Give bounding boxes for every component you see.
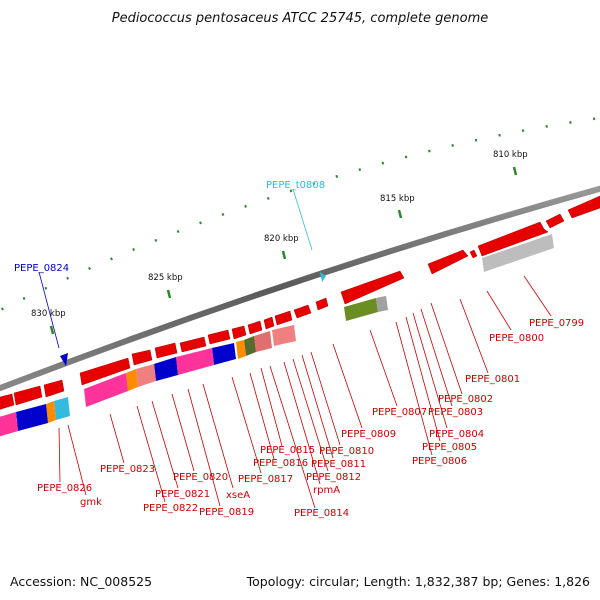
gene-arrow [477,221,549,257]
scale-ticks [0,116,600,312]
trna-label: PEPE_t0808 [266,180,325,191]
major-ticks [49,166,518,335]
gene-label: PEPE_0809 [341,429,396,440]
blue-leader [38,271,60,349]
gene-label: PEPE_0805 [422,442,477,453]
gene-label: PEPE_0821 [155,489,210,500]
gene-label: PEPE_0807 [372,407,427,418]
gene-label: PEPE_0811 [311,459,366,470]
gene-label: gmk [80,497,102,508]
gene-arrow [315,297,329,311]
gene-arrow [263,316,275,330]
gene-arrow [231,325,247,340]
gene-label: rpmA [313,485,340,496]
trna-leader [292,188,313,251]
scale-labels: 810 kbp 815 kbp 820 kbp 825 kbp 830 kbp [31,150,528,319]
gene-arrow [469,249,478,259]
gene-arrow [427,249,469,275]
genome-stats-text: Topology: circular; Length: 1,832,387 bp… [246,574,590,589]
forward-genes [0,195,600,410]
scale-label: 825 kbp [148,273,183,283]
gene-labels: PEPE_0799 PEPE_0800 PEPE_0801 PEPE_0802 … [37,318,584,519]
genome-backbone [0,185,600,392]
gene-label: PEPE_0800 [489,333,544,344]
gene-label: PEPE_0806 [412,456,467,467]
gene-arrow [293,304,312,319]
scale-label: 830 kbp [31,309,66,319]
gene-label: PEPE_0820 [173,472,228,483]
gene-label: PEPE_0817 [238,474,293,485]
gene-arrow [43,379,65,398]
gene-arrow [131,349,153,366]
gene-label: PEPE_0814 [294,508,349,519]
gene-label: PEPE_0812 [306,472,361,483]
gene-label: PEPE_0799 [529,318,584,329]
scale-label: 815 kbp [380,194,415,204]
gene-label: PEPE_0819 [199,507,254,518]
blue-gene-marker [60,353,68,366]
gene-arrow [247,320,263,335]
gene-label: PEPE_0816 [253,458,308,469]
gene-arrow [545,213,565,229]
gene-arrow [207,329,231,345]
blue-gene-label: PEPE_0824 [14,263,69,274]
gene-arrow [0,393,15,410]
gene-label: PEPE_0802 [438,394,493,405]
gene-label: xseA [226,490,250,501]
gene-arrow [340,270,405,305]
gene-arrow [79,357,131,386]
map-title: Pediococcus pentosaceus ATCC 25745, comp… [112,11,489,26]
gene-arrow [274,310,293,326]
scale-label: 810 kbp [493,150,528,160]
gene-label: PEPE_0803 [428,407,483,418]
leader-lines [58,275,552,509]
scale-label: 820 kbp [264,234,299,244]
gene-label: PEPE_0822 [143,503,198,514]
gene-arrow [13,385,43,406]
gene-arrow [567,195,600,219]
gene-arrow [154,342,178,359]
gene-label: PEPE_0815 [260,445,315,456]
accession-text: Accession: NC_008525 [10,574,152,589]
gene-label: PEPE_0826 [37,483,92,494]
second-lane [0,234,554,437]
gene-label: PEPE_0810 [319,446,374,457]
gene-arrow [179,336,207,353]
gene-label: PEPE_0801 [465,374,520,385]
trna-marker [320,272,326,282]
gene-label: PEPE_0804 [429,429,484,440]
gene-label: PEPE_0823 [100,464,155,475]
